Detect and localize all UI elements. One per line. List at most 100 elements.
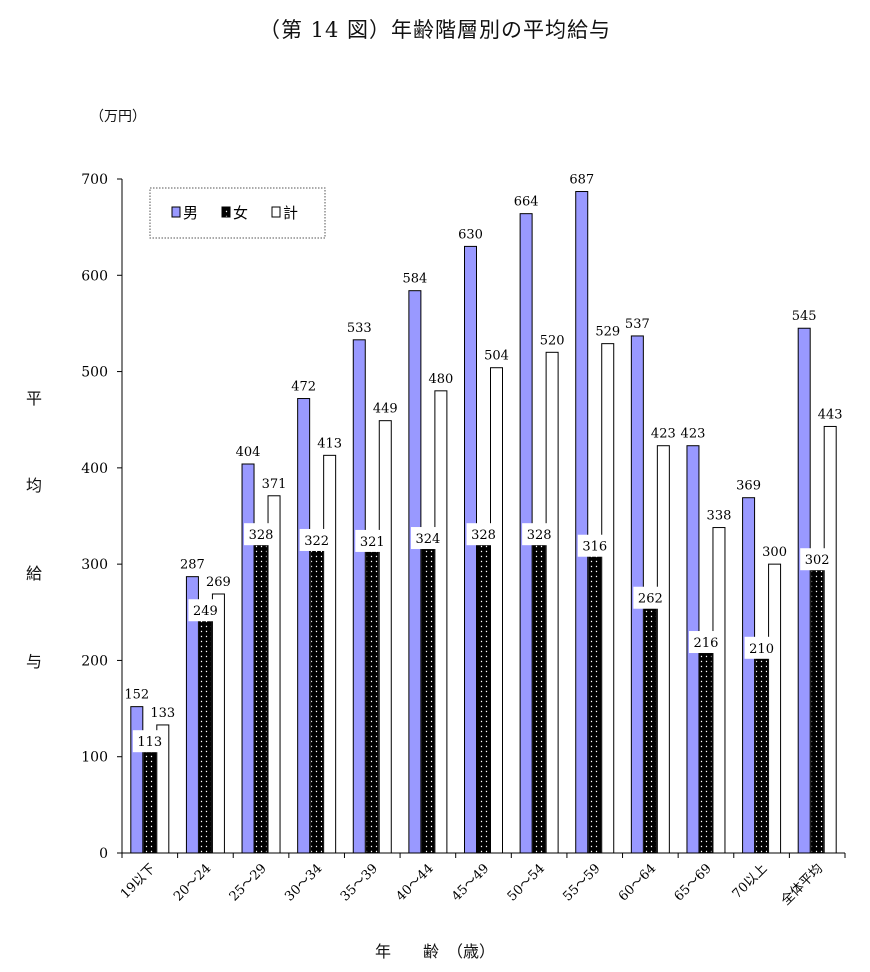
- data-label-total: 449: [373, 402, 398, 417]
- data-label-female-box: [188, 599, 223, 622]
- data-label-total: 504: [484, 349, 509, 364]
- data-label-female-box: [244, 523, 279, 546]
- bar-female: [254, 536, 268, 854]
- bar-female: [198, 612, 212, 854]
- data-label-total: 443: [818, 407, 843, 422]
- data-label-male: 630: [458, 227, 483, 242]
- data-label-male: 545: [792, 309, 817, 324]
- y-tick-label: 600: [81, 268, 108, 284]
- y-tick-label: 200: [81, 653, 108, 669]
- bar-female: [421, 540, 435, 854]
- data-label-male: 537: [625, 317, 650, 332]
- bar-female: [477, 536, 490, 854]
- bar-male: [297, 398, 311, 854]
- legend-label: 計: [283, 204, 298, 222]
- x-tick-label: 19以下: [118, 861, 159, 902]
- bar-total: [656, 445, 670, 854]
- bar-male: [575, 191, 589, 854]
- data-label-female-box: [744, 636, 779, 659]
- bar-total: [601, 343, 615, 854]
- data-label-female: 328: [249, 528, 274, 543]
- data-label-female: 324: [415, 532, 440, 547]
- bar-male: [797, 327, 811, 854]
- data-label-female-box: [577, 534, 612, 557]
- data-label-female: 216: [694, 636, 719, 651]
- data-label-female: 249: [193, 604, 218, 619]
- bar-female: [365, 543, 379, 854]
- data-label-total: 423: [651, 427, 676, 442]
- x-tick-label: 35～39: [338, 861, 381, 904]
- x-tick-label: 45～49: [449, 861, 492, 904]
- y-tick-label: 400: [81, 461, 108, 477]
- y-axis-label-char-3: 給: [26, 564, 43, 583]
- data-label-female: 262: [638, 592, 663, 607]
- bar-total: [823, 425, 837, 854]
- y-tick-label: 0: [99, 846, 108, 862]
- data-label-total: 338: [707, 509, 732, 524]
- bar-female: [699, 644, 713, 854]
- bar-female: [143, 743, 157, 854]
- bar-total: [378, 420, 392, 854]
- x-axis-label: 年 齢 （歳）: [374, 942, 495, 961]
- y-tick-label: 700: [81, 172, 108, 188]
- x-tick-label: 30～34: [282, 861, 325, 904]
- data-label-female-box: [633, 586, 668, 609]
- data-label-male: 664: [514, 195, 539, 210]
- data-label-female-box: [466, 523, 501, 546]
- bar-male: [464, 245, 477, 854]
- legend-swatch-total: [271, 206, 281, 218]
- bar-female: [532, 536, 546, 854]
- data-label-total: 529: [595, 325, 620, 340]
- bar-total: [267, 495, 281, 854]
- data-label-female-box: [299, 528, 334, 551]
- y-unit-label: （万円）: [90, 109, 146, 125]
- bar-total: [490, 367, 503, 854]
- bar-male: [241, 463, 255, 854]
- y-tick-label: 100: [81, 750, 108, 766]
- bar-male: [185, 576, 199, 854]
- data-label-female-box: [355, 529, 390, 552]
- y-axis-label-char-2: 均: [26, 476, 43, 495]
- data-label-male: 533: [347, 321, 372, 336]
- bar-total: [211, 593, 225, 854]
- legend-label: 男: [183, 204, 198, 222]
- data-label-female-box: [800, 548, 835, 571]
- x-tick-label: 40～44: [394, 861, 437, 904]
- data-label-total: 520: [540, 333, 565, 348]
- x-tick-label: 55～59: [560, 861, 603, 904]
- x-tick-label: 50～54: [505, 861, 548, 904]
- bar-male: [742, 497, 756, 854]
- bar-female: [810, 561, 824, 854]
- bar-female: [755, 650, 769, 854]
- bar-male: [130, 706, 144, 854]
- data-label-total: 133: [150, 706, 175, 721]
- data-label-male: 423: [681, 427, 706, 442]
- bar-total: [156, 724, 170, 854]
- bar-female: [310, 542, 324, 854]
- legend-swatch-female: [221, 206, 231, 218]
- legend-swatch-male: [171, 206, 181, 218]
- bar-total: [712, 527, 726, 854]
- x-tick-label: 70以上: [730, 861, 771, 902]
- data-label-male: 472: [291, 380, 316, 395]
- data-label-male: 287: [180, 558, 205, 573]
- data-label-female: 322: [304, 534, 329, 549]
- data-label-female: 321: [360, 535, 385, 550]
- data-label-female: 328: [471, 528, 496, 543]
- data-label-male: 584: [402, 272, 427, 287]
- data-label-male: 369: [736, 479, 761, 494]
- data-label-male: 152: [124, 688, 149, 703]
- bar-total: [768, 563, 782, 854]
- data-label-female: 328: [527, 528, 552, 543]
- chart-title: （第 14 図）年齢階層別の平均給与: [258, 18, 612, 42]
- data-label-total: 371: [262, 477, 287, 492]
- data-label-female: 302: [805, 553, 830, 568]
- data-label-male: 687: [569, 173, 594, 188]
- bar-total: [545, 351, 559, 854]
- bar-female: [588, 548, 602, 854]
- data-label-female-box: [410, 527, 445, 550]
- data-label-total: 300: [762, 545, 787, 560]
- bar-total: [434, 390, 448, 854]
